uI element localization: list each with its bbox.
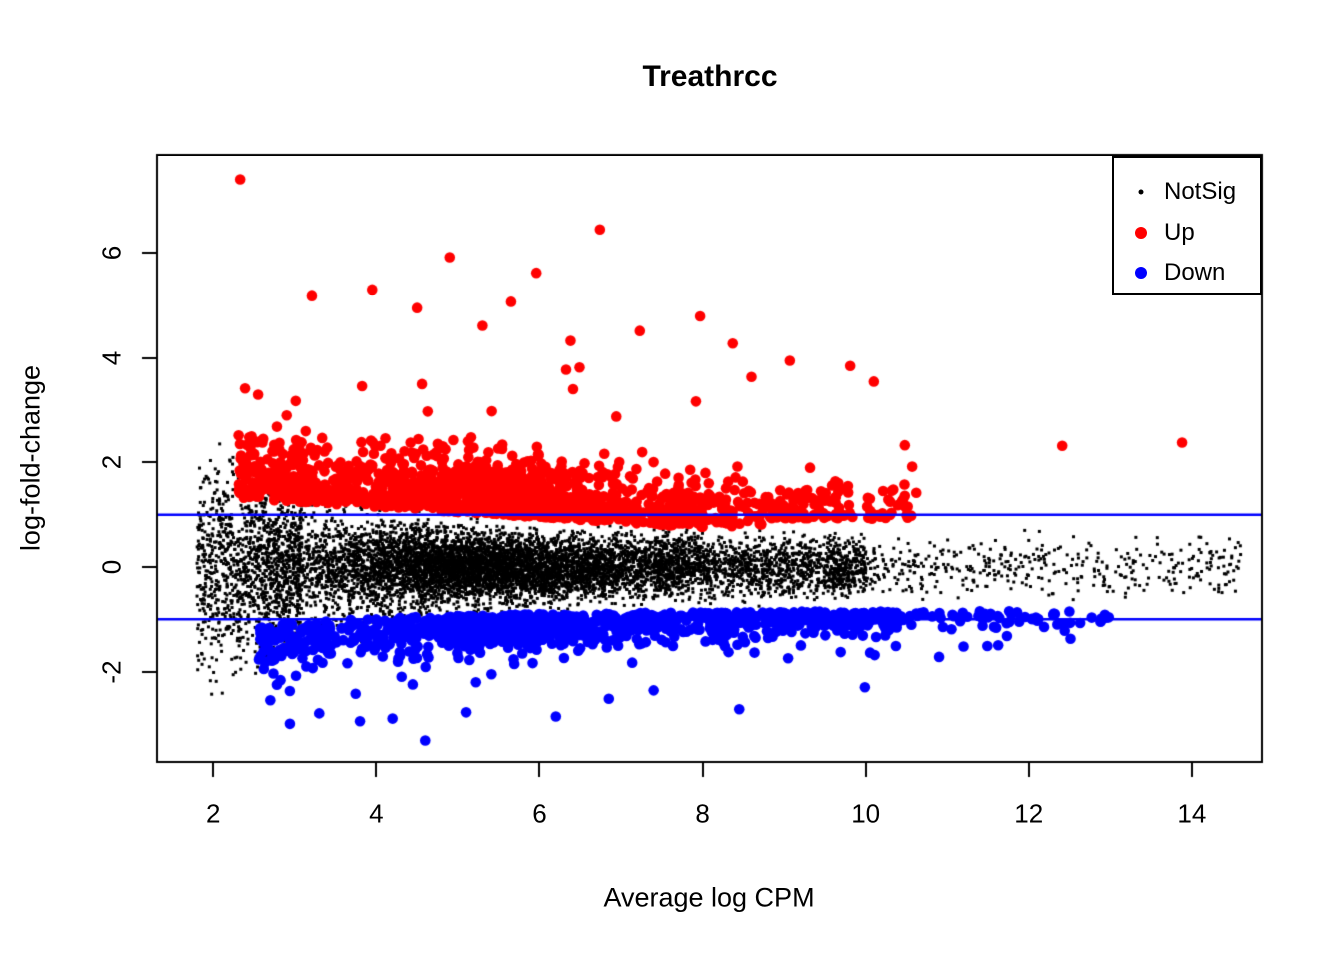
y-tick-label: 2 — [96, 455, 127, 470]
down-dot-icon — [1135, 267, 1147, 279]
x-tick-label: 12 — [1014, 798, 1044, 829]
legend-row-down: Down — [1114, 253, 1260, 293]
legend-label-up: Up — [1164, 219, 1195, 246]
notsig-dot-icon — [1138, 189, 1144, 195]
y-tick-label: -2 — [96, 659, 127, 684]
y-axis-label: log-fold-change — [15, 364, 46, 552]
legend-label-down: Down — [1164, 259, 1226, 286]
up-dot-icon — [1135, 227, 1147, 239]
chart-title: Treathrcc — [642, 60, 778, 93]
x-tick-label: 2 — [206, 798, 221, 829]
y-tick-label: 0 — [96, 559, 127, 575]
x-tick-label: 8 — [695, 798, 710, 829]
legend-row-up: Up — [1114, 213, 1260, 253]
x-tick-label: 6 — [532, 798, 547, 829]
y-tick-label: 6 — [96, 246, 127, 261]
x-tick-label: 14 — [1177, 798, 1207, 829]
x-axis-label: Average log CPM — [603, 882, 815, 913]
x-tick-label: 4 — [369, 798, 384, 829]
y-tick-label: 4 — [96, 350, 127, 366]
x-tick-label: 10 — [851, 798, 881, 829]
legend-row-notsig: NotSig — [1114, 172, 1260, 212]
legend-label-notsig: NotSig — [1164, 178, 1237, 205]
legend-box: NotSig Up Down — [1112, 156, 1262, 295]
